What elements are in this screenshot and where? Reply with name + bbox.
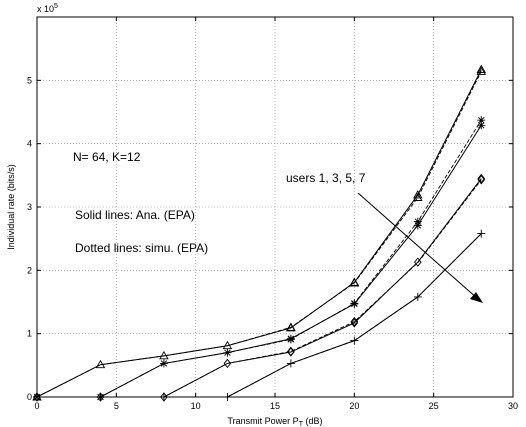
diamond-marker bbox=[477, 175, 486, 185]
axis-ticks: 0 5 10 15 20 25 30 0 1 2 3 4 5 bbox=[27, 16, 518, 411]
triangle-marker bbox=[95, 359, 106, 369]
triangle-marker bbox=[413, 190, 423, 199]
asterisk-marker bbox=[159, 359, 168, 368]
users-arrow-head bbox=[470, 292, 483, 303]
diamond-marker bbox=[477, 173, 486, 184]
y-tick-label: 5 bbox=[27, 75, 32, 85]
series-plus bbox=[33, 229, 486, 401]
x-tick-label: 25 bbox=[429, 401, 439, 411]
triangle-marker bbox=[286, 322, 296, 331]
simulation-line bbox=[37, 233, 482, 398]
series-triangle bbox=[32, 64, 487, 401]
diamond-marker bbox=[287, 346, 295, 357]
solid-lines-annotation: Solid lines: Ana. (EPA) bbox=[75, 208, 195, 222]
y-tick-label: 1 bbox=[27, 329, 32, 339]
users-arrow bbox=[357, 192, 479, 300]
analytical-line bbox=[37, 233, 482, 398]
diamond-marker bbox=[350, 318, 359, 328]
analytical-line bbox=[36, 69, 482, 398]
plus-marker bbox=[350, 336, 359, 345]
y-axis-label: Individual rate (bits/s) bbox=[6, 164, 16, 250]
plus-marker bbox=[286, 359, 295, 368]
y-scale-factor: x 105 bbox=[37, 3, 58, 14]
y-tick-label: 4 bbox=[27, 139, 32, 149]
x-tick-label: 15 bbox=[270, 401, 280, 411]
y-tick-label: 3 bbox=[27, 202, 32, 212]
simulation-line bbox=[37, 119, 482, 398]
users-annotation: users 1, 3, 5, 7 bbox=[286, 171, 366, 185]
x-tick-label: 5 bbox=[114, 401, 119, 411]
y-tick-label: 0 bbox=[27, 392, 32, 402]
y-tick-label: 2 bbox=[27, 265, 32, 275]
x-tick-label: 30 bbox=[508, 401, 518, 411]
asterisk-marker bbox=[477, 121, 486, 130]
asterisk-marker bbox=[223, 348, 232, 357]
plus-marker bbox=[413, 292, 422, 301]
diamond-marker bbox=[350, 316, 359, 327]
plus-marker bbox=[477, 229, 486, 238]
triangle-marker bbox=[349, 278, 360, 287]
x-tick-label: 10 bbox=[191, 401, 201, 411]
x-tick-label: 20 bbox=[349, 401, 359, 411]
analytical-line bbox=[37, 125, 482, 398]
asterisk-marker bbox=[286, 335, 295, 344]
triangle-marker bbox=[159, 350, 169, 360]
diamond-marker bbox=[414, 257, 422, 267]
x-tick-label: 0 bbox=[34, 401, 39, 411]
asterisk-marker bbox=[350, 299, 359, 308]
triangle-marker bbox=[476, 66, 487, 75]
diamond-marker bbox=[223, 358, 232, 369]
params-annotation: N= 64, K=12 bbox=[73, 150, 141, 164]
simulation-line bbox=[36, 71, 482, 398]
triangle-marker bbox=[413, 192, 423, 201]
series-layer bbox=[32, 64, 487, 402]
dotted-lines-annotation: Dotted lines: simu. (EPA) bbox=[75, 241, 208, 255]
grid bbox=[37, 17, 513, 397]
triangle-marker bbox=[476, 64, 487, 74]
asterisk-marker bbox=[477, 116, 486, 125]
asterisk-marker bbox=[413, 217, 422, 226]
x-axis-label: Transmit Power PT (dB) bbox=[228, 416, 323, 427]
